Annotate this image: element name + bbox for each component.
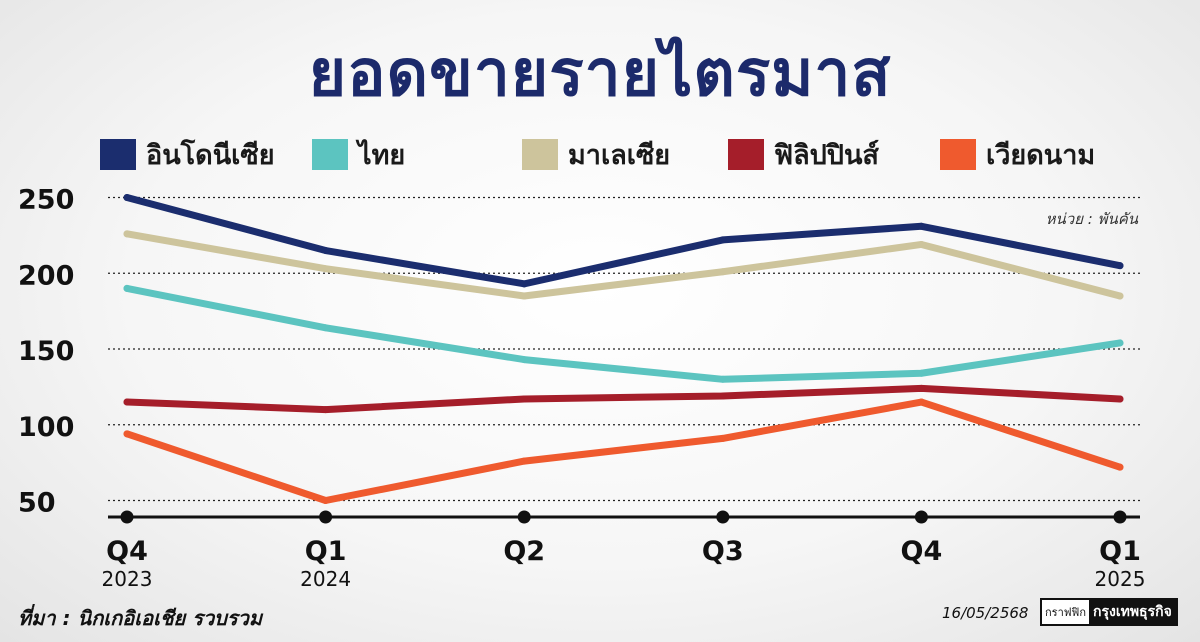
data-point-thailand: [520, 356, 528, 364]
data-point-philippines: [520, 395, 528, 403]
x-tick-label-year: 2023: [102, 567, 153, 591]
x-axis-dot: [1113, 510, 1127, 524]
legend-item-vietnam: เวียดนาม: [940, 133, 1095, 176]
x-tick-label-quarter: Q3: [702, 536, 744, 567]
x-tick-label-quarter: Q4: [901, 536, 943, 567]
data-point-vietnam: [917, 398, 925, 406]
y-tick-label: 150: [18, 336, 74, 367]
brand-logo: กรุงเทพธุรกิจ: [1088, 600, 1176, 624]
data-point-indonesia: [322, 247, 330, 255]
series-line-indonesia: [123, 194, 1124, 288]
x-axis-dot: [319, 510, 333, 524]
data-point-indonesia: [1116, 262, 1124, 270]
x-tick-label-year: 2025: [1095, 567, 1146, 591]
legend-label-philippines: ฟิลิปปินส์: [774, 140, 879, 171]
legend-item-thailand: ไทย: [312, 133, 405, 176]
data-point-indonesia: [719, 236, 727, 244]
data-point-malaysia: [1116, 292, 1124, 300]
data-point-thailand: [917, 369, 925, 377]
x-tick-label-year: 2024: [300, 567, 351, 591]
source-note: ที่มา : นิกเกอิเอเชีย รวบรวม: [18, 606, 263, 630]
legend: อินโดนีเซีย ไทย มาเลเซีย ฟิลิปปินส์ เวีย…: [0, 133, 1200, 173]
data-point-philippines: [1116, 395, 1124, 403]
series-line-thailand: [123, 284, 1124, 383]
legend-swatch-malaysia: [522, 139, 558, 170]
data-point-vietnam: [719, 434, 727, 442]
series-line-vietnam: [123, 398, 1124, 504]
x-axis-dot: [517, 510, 531, 524]
x-tick-label-quarter: Q1: [305, 536, 347, 567]
data-point-malaysia: [719, 268, 727, 276]
publish-date: 16/05/2568: [942, 604, 1029, 622]
legend-label-thailand: ไทย: [358, 140, 406, 171]
legend-swatch-indonesia: [100, 139, 136, 170]
y-tick-label: 250: [18, 185, 74, 216]
series-line-malaysia: [123, 230, 1124, 300]
data-point-malaysia: [322, 265, 330, 273]
data-point-indonesia: [123, 194, 131, 201]
y-tick-label: 50: [18, 488, 56, 519]
x-tick-label-quarter: Q2: [503, 536, 545, 567]
x-axis-dot: [914, 510, 928, 524]
data-point-vietnam: [1116, 463, 1124, 471]
data-point-vietnam: [520, 457, 528, 465]
data-point-thailand: [123, 284, 131, 292]
credit-label: กราฟฟิก: [1045, 606, 1086, 619]
unit-note: หน่วย : พันคัน: [1045, 210, 1138, 228]
data-point-thailand: [719, 375, 727, 383]
data-point-philippines: [719, 392, 727, 400]
series-line-philippines: [123, 384, 1124, 414]
legend-swatch-thailand: [312, 139, 348, 170]
data-point-philippines: [322, 406, 330, 414]
legend-label-vietnam: เวียดนาม: [986, 140, 1096, 171]
x-axis-dot: [716, 510, 730, 524]
data-point-malaysia: [123, 230, 131, 238]
data-point-philippines: [123, 398, 131, 406]
data-point-indonesia: [520, 280, 528, 288]
data-point-thailand: [1116, 339, 1124, 347]
legend-label-malaysia: มาเลเซีย: [568, 140, 671, 171]
x-tick-label-quarter: Q1: [1099, 536, 1141, 567]
y-tick-label: 100: [18, 412, 74, 443]
data-point-malaysia: [917, 240, 925, 248]
data-point-vietnam: [123, 430, 131, 438]
data-point-malaysia: [520, 292, 528, 300]
data-point-thailand: [322, 324, 330, 332]
legend-item-philippines: ฟิลิปปินส์: [728, 133, 879, 176]
x-tick-label-quarter: Q4: [106, 536, 148, 567]
legend-swatch-philippines: [728, 139, 764, 170]
data-point-vietnam: [322, 497, 330, 504]
x-axis-dot: [120, 510, 134, 524]
legend-item-malaysia: มาเลเซีย: [522, 133, 670, 176]
y-tick-label: 200: [18, 260, 74, 291]
legend-swatch-vietnam: [940, 139, 976, 170]
data-point-philippines: [917, 384, 925, 392]
data-point-indonesia: [917, 222, 925, 230]
legend-label-indonesia: อินโดนีเซีย: [146, 140, 275, 171]
graphic-credit: กราฟฟิก กรุงเทพธุรกิจ: [1040, 598, 1178, 626]
chart-title: ยอดขายรายไตรมาส: [308, 37, 892, 111]
legend-item-indonesia: อินโดนีเซีย: [100, 133, 275, 176]
